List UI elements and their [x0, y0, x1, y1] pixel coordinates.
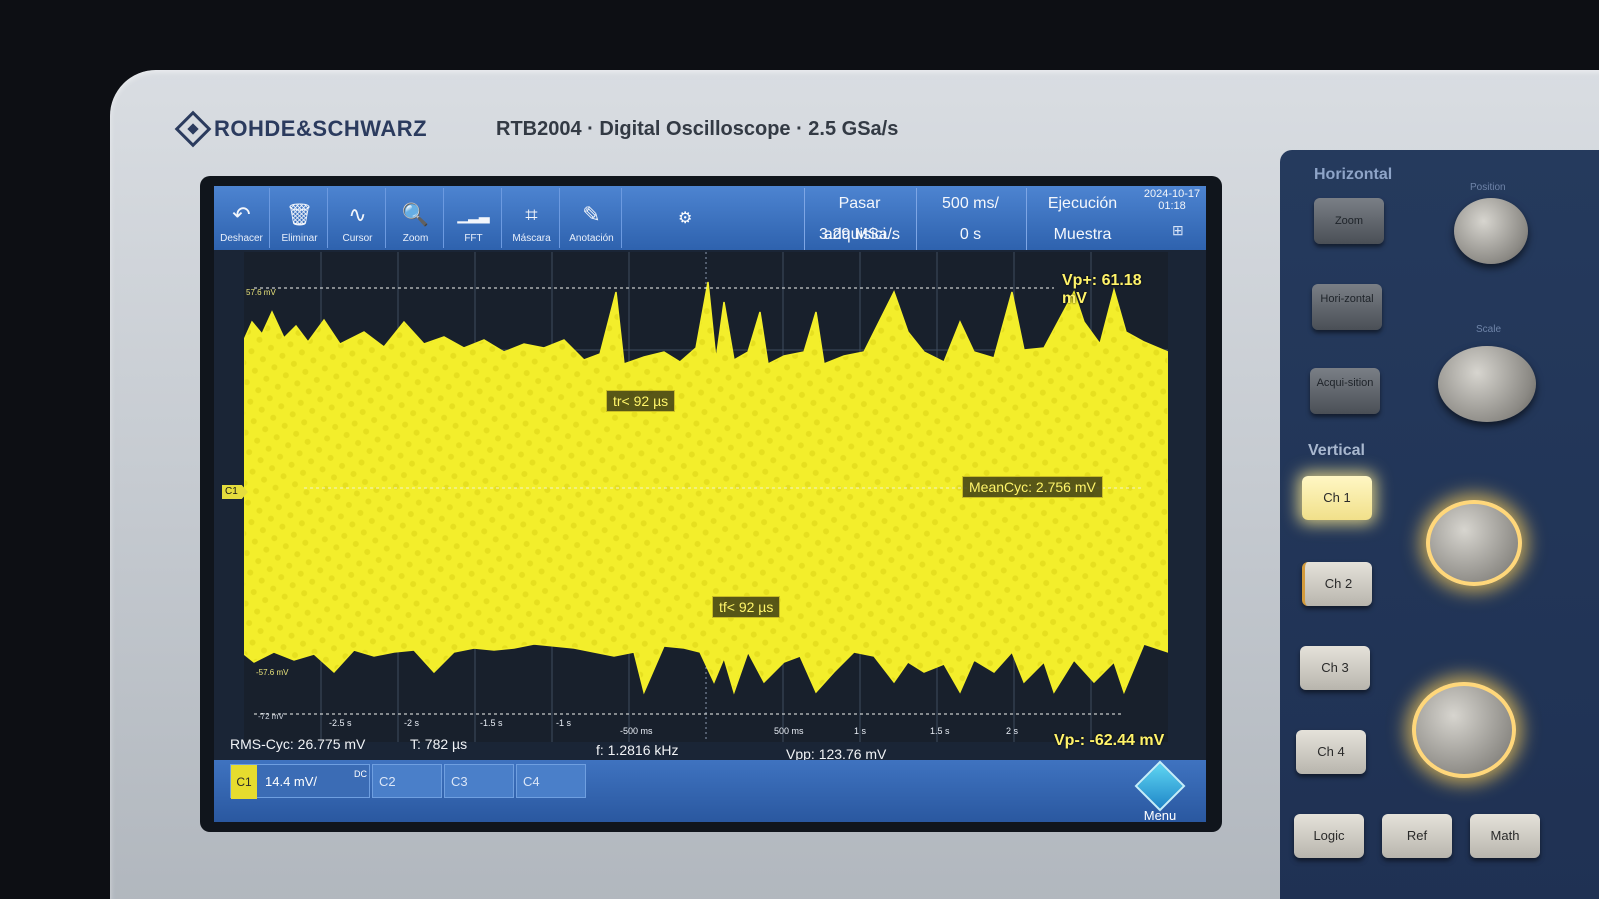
channel-1-offset-marker[interactable]: C1 — [222, 485, 248, 499]
cursor-button[interactable]: ∿ Cursor — [330, 188, 386, 248]
x-tick-label: -2.5 s — [329, 718, 352, 728]
time-text: 01:18 — [1158, 200, 1186, 212]
position-knob-label: Position — [1470, 182, 1506, 193]
x-tick-label: -2 s — [404, 718, 420, 728]
annotation-label: Anotación — [569, 233, 614, 244]
period-readout[interactable]: T: 782 µs — [410, 736, 468, 752]
ch1-position-knob[interactable] — [1426, 500, 1522, 586]
vpp-readout[interactable]: Vpp: 123.76 mV — [786, 746, 887, 762]
x-tick-label: -500 ms — [620, 726, 653, 736]
menu-diamond-icon — [1134, 760, 1186, 812]
channel-2-button[interactable]: C2 — [372, 764, 442, 798]
undo-icon: ↶ — [232, 202, 251, 227]
level-bottom-label: -57.6 mV — [256, 668, 289, 677]
x-tick-label: -1 s — [556, 718, 572, 728]
measurement-row: RMS-Cyc: 26.775 mV T: 782 µs f: 1.2816 k… — [214, 730, 1206, 762]
run-state-button[interactable]: Ejecución — [1026, 188, 1138, 219]
mask-label: Máscara — [512, 233, 551, 244]
horizontal-scale-label: Scale — [1476, 324, 1502, 335]
channel-1-button[interactable]: C1 14.4 mV/ DC — [230, 764, 370, 799]
time-scale-readout[interactable]: 500 ms/ — [916, 188, 1024, 219]
channel-4-button[interactable]: C4 — [516, 764, 586, 798]
sample-rate-readout: 3.29 MSa/s — [804, 219, 914, 250]
oscilloscope-screen: ↶ Deshacer 🗑 Eliminar ∿ Cursor 🔍 Zoom ▁▂… — [214, 186, 1206, 822]
frequency-readout[interactable]: f: 1.2816 kHz — [596, 742, 679, 758]
date-time: 2024-10-17 01:18 — [1142, 188, 1202, 212]
ch3-key[interactable]: Ch 3 — [1300, 646, 1370, 690]
vertical-section-label: Vertical — [1308, 442, 1365, 459]
mean-cyc-tag[interactable]: MeanCyc: 2.756 mV — [962, 476, 1103, 498]
level-top-label: 57.6 mV — [246, 288, 276, 297]
mask-icon: ⌗ — [525, 202, 538, 227]
math-key[interactable]: Math — [1470, 814, 1540, 858]
undo-label: Deshacer — [220, 233, 263, 244]
vp-plus-readout: Vp+: 61.18 mV — [1062, 272, 1142, 307]
zoom-key[interactable]: Zoom — [1314, 198, 1384, 244]
zoom-button[interactable]: 🔍 Zoom — [388, 188, 444, 248]
horizontal-scale-knob[interactable] — [1438, 346, 1536, 422]
menu-label: Menu — [1143, 808, 1177, 822]
undo-button[interactable]: ↶ Deshacer — [214, 188, 270, 248]
acquisition-key[interactable]: Acqui-sition — [1310, 368, 1380, 414]
vp-minus-readout: Vp-: -62.44 mV — [1054, 732, 1165, 749]
mask-button[interactable]: ⌗ Máscara — [504, 188, 560, 248]
rise-time-tag[interactable]: tr< 92 µs — [606, 390, 676, 412]
horizontal-section-label: Horizontal — [1314, 166, 1393, 183]
brand-diamond-icon — [174, 110, 212, 148]
magnifier-icon: 🔍 — [401, 202, 430, 227]
delete-button[interactable]: 🗑 Eliminar — [272, 188, 328, 248]
vertical-scale-knob[interactable] — [1412, 682, 1516, 778]
waveform-svg — [244, 252, 1168, 742]
horizontal-key[interactable]: Hori-zontal — [1312, 284, 1382, 330]
brand-logo: ROHDE&SCHWARZ — [174, 110, 428, 148]
fft-icon: ▁▂▃ — [457, 207, 490, 223]
channel-bar: C1 14.4 mV/ DC C2 C3 C4 Menu — [214, 760, 1206, 822]
x-tick-label: 1 s — [854, 726, 867, 736]
cursor-label: Cursor — [342, 233, 373, 244]
annotation-button[interactable]: ✎ Anotación — [562, 188, 622, 248]
cursor-wave-icon: ∿ — [348, 202, 367, 227]
trash-icon: 🗑 — [285, 202, 314, 227]
x-tick-label: 2 s — [1006, 726, 1019, 736]
ch1-key[interactable]: Ch 1 — [1302, 476, 1372, 520]
channel-1-coupling: DC — [354, 769, 367, 779]
brand-name: ROHDE&SCHWARZ — [214, 116, 428, 141]
logic-key[interactable]: Logic — [1294, 814, 1364, 858]
ref-key[interactable]: Ref — [1382, 814, 1452, 858]
channel-1-scale: 14.4 mV/ — [265, 774, 318, 789]
waveform-trace — [244, 281, 1168, 695]
fft-label: FFT — [464, 233, 483, 244]
acq-mode-button[interactable]: Pasar adquisici.. — [804, 188, 914, 243]
horizontal-position-knob[interactable] — [1454, 198, 1528, 264]
ch4-key[interactable]: Ch 4 — [1296, 730, 1366, 774]
pencil-icon: ✎ — [582, 202, 601, 227]
level-low-label: -72 mV — [258, 712, 284, 721]
menu-button[interactable]: Menu — [1132, 760, 1188, 822]
toolbar: ↶ Deshacer 🗑 Eliminar ∿ Cursor 🔍 Zoom ▁▂… — [214, 186, 1206, 250]
zoom-label: Zoom — [402, 233, 429, 244]
date-text: 2024-10-17 — [1143, 188, 1201, 200]
network-icon: ⊞ — [1172, 222, 1184, 238]
delete-label: Eliminar — [281, 233, 318, 244]
settings-gear-icon[interactable]: ⚙ — [678, 210, 693, 227]
acq-type-readout[interactable]: Muestra — [1026, 219, 1138, 250]
model-title: RTB2004 · Digital Oscilloscope · 2.5 GSa… — [496, 118, 899, 140]
fall-time-tag[interactable]: tf< 92 µs — [712, 596, 781, 618]
fft-button[interactable]: ▁▂▃ FFT — [446, 188, 502, 248]
waveform-display[interactable]: 57.6 mV -57.6 mV -72 mV tr< 92 µs tf< 92… — [244, 252, 1168, 742]
time-offset-readout[interactable]: 0 s — [916, 219, 1024, 250]
channel-3-button[interactable]: C3 — [444, 764, 514, 798]
channel-1-badge: C1 — [231, 765, 257, 799]
x-tick-label: 1.5 s — [930, 726, 950, 736]
x-tick-label: -1.5 s — [480, 718, 503, 728]
rms-readout[interactable]: RMS-Cyc: 26.775 mV — [230, 736, 366, 752]
x-tick-label: 500 ms — [774, 726, 804, 736]
ch2-key[interactable]: Ch 2 — [1302, 562, 1372, 606]
control-panel: Horizontal Position Zoom Hori-zontal Sca… — [1280, 150, 1599, 899]
